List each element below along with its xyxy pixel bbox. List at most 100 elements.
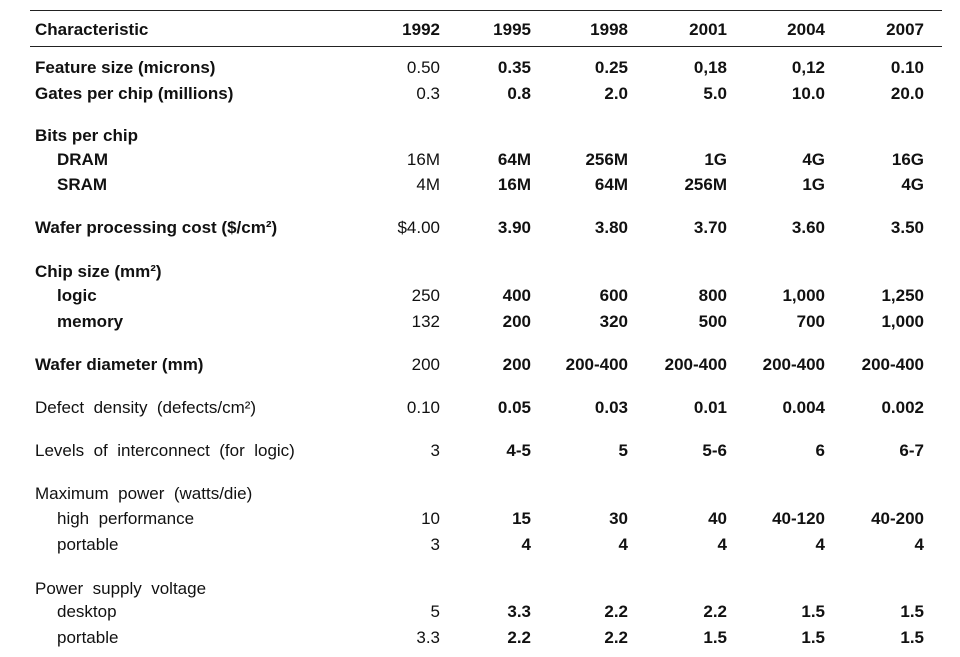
header-cell: 2001 <box>689 20 727 39</box>
cell-value: 2.0 <box>604 84 628 103</box>
cell-value: 700 <box>796 312 825 331</box>
cell-value: 6-7 <box>899 441 924 460</box>
row-label: desktop <box>57 602 117 621</box>
cell-value: 16M <box>497 175 531 194</box>
cell-value: 3.3 <box>416 628 440 647</box>
cell-value: 10 <box>421 509 440 528</box>
cell-value: 0.50 <box>406 58 440 77</box>
cell-value: 3.60 <box>791 218 825 237</box>
cell-value: 200-400 <box>861 355 924 374</box>
cell-value: 40-200 <box>871 509 924 528</box>
row-label: portable <box>57 628 119 647</box>
row-label: Defect density (defects/cm²) <box>35 398 257 417</box>
cell-value: 4 <box>521 535 531 554</box>
cell-value: 64M <box>497 150 531 169</box>
cell-value: 250 <box>411 286 440 305</box>
cell-value: 200 <box>411 355 440 374</box>
row-label: Wafer diameter (mm) <box>35 355 204 374</box>
cell-value: 500 <box>698 312 727 331</box>
row-label: Wafer processing cost ($/cm²) <box>35 218 278 237</box>
cell-value: 1G <box>704 150 727 169</box>
header-cell: 1995 <box>493 20 531 39</box>
cell-value: 5.0 <box>703 84 727 103</box>
header-cell: Characteristic <box>35 20 149 39</box>
cell-value: 200 <box>502 312 531 331</box>
cell-value: 0.002 <box>881 398 924 417</box>
cell-value: 10.0 <box>791 84 825 103</box>
header-cell: 1998 <box>590 20 628 39</box>
cell-value: 0,12 <box>791 58 825 77</box>
cell-value: 200-400 <box>565 355 628 374</box>
cell-value: 0.8 <box>507 84 531 103</box>
cell-value: 1.5 <box>801 628 825 647</box>
row-label: Power supply voltage <box>35 579 207 598</box>
row-label: Gates per chip (millions) <box>35 84 234 103</box>
cell-value: 0.05 <box>497 398 531 417</box>
cell-value: 0.10 <box>406 398 440 417</box>
cell-value: 4 <box>815 535 825 554</box>
cell-value: 4 <box>618 535 628 554</box>
row-label: DRAM <box>57 150 108 169</box>
cell-value: 4M <box>416 175 440 194</box>
row-label: Maximum power (watts/die) <box>35 484 253 503</box>
cell-value: 0.3 <box>416 84 440 103</box>
cell-value: 4-5 <box>506 441 531 460</box>
cell-value: 15 <box>512 509 531 528</box>
cell-value: 132 <box>411 312 440 331</box>
row-label: logic <box>57 286 97 305</box>
cell-value: 3.3 <box>507 602 531 621</box>
cell-value: 0.25 <box>594 58 628 77</box>
cell-value: 3 <box>430 535 440 554</box>
cell-value: 256M <box>684 175 727 194</box>
cell-value: 0.10 <box>890 58 924 77</box>
row-label: Bits per chip <box>35 126 138 145</box>
cell-value: 3.70 <box>693 218 727 237</box>
header-cell: 1992 <box>402 20 440 39</box>
cell-value: 1,250 <box>881 286 924 305</box>
cell-value: 200 <box>502 355 531 374</box>
cell-value: 20.0 <box>890 84 924 103</box>
row-label: Levels of interconnect (for logic) <box>35 441 295 460</box>
row-label: high performance <box>57 509 195 528</box>
cell-value: 5-6 <box>702 441 727 460</box>
cell-value: 1.5 <box>801 602 825 621</box>
cell-value: 3.50 <box>890 218 924 237</box>
cell-value: $4.00 <box>397 218 440 237</box>
cell-value: 5 <box>430 602 440 621</box>
cell-value: 800 <box>698 286 727 305</box>
cell-value: 16G <box>891 150 924 169</box>
cell-value: 1.5 <box>703 628 727 647</box>
row-label: Chip size (mm²) <box>35 262 162 281</box>
header-cell: 2007 <box>886 20 924 39</box>
header-cell: 2004 <box>787 20 825 39</box>
cell-value: 1,000 <box>881 312 924 331</box>
cell-value: 40 <box>708 509 727 528</box>
cell-value: 0,18 <box>693 58 727 77</box>
cell-value: 2.2 <box>604 602 628 621</box>
cell-value: 200-400 <box>762 355 825 374</box>
cell-value: 5 <box>618 441 628 460</box>
cell-value: 2.2 <box>507 628 531 647</box>
cell-value: 4 <box>914 535 924 554</box>
cell-value: 6 <box>815 441 825 460</box>
cell-value: 320 <box>599 312 628 331</box>
row-label: portable <box>57 535 119 554</box>
cell-value: 4G <box>901 175 924 194</box>
cell-value: 0.01 <box>693 398 727 417</box>
cell-value: 64M <box>594 175 628 194</box>
cell-value: 16M <box>406 150 440 169</box>
cell-value: 600 <box>599 286 628 305</box>
cell-value: 3.90 <box>497 218 531 237</box>
cell-value: 1.5 <box>900 602 924 621</box>
cell-value: 1.5 <box>900 628 924 647</box>
row-label: SRAM <box>57 175 108 194</box>
cell-value: 0.004 <box>782 398 825 417</box>
cell-value: 30 <box>609 509 628 528</box>
cell-value: 3 <box>430 441 440 460</box>
cell-value: 0.35 <box>497 58 531 77</box>
cell-value: 3.80 <box>594 218 628 237</box>
cell-value: 2.2 <box>703 602 727 621</box>
cell-value: 1,000 <box>782 286 825 305</box>
top-rule <box>30 10 942 11</box>
